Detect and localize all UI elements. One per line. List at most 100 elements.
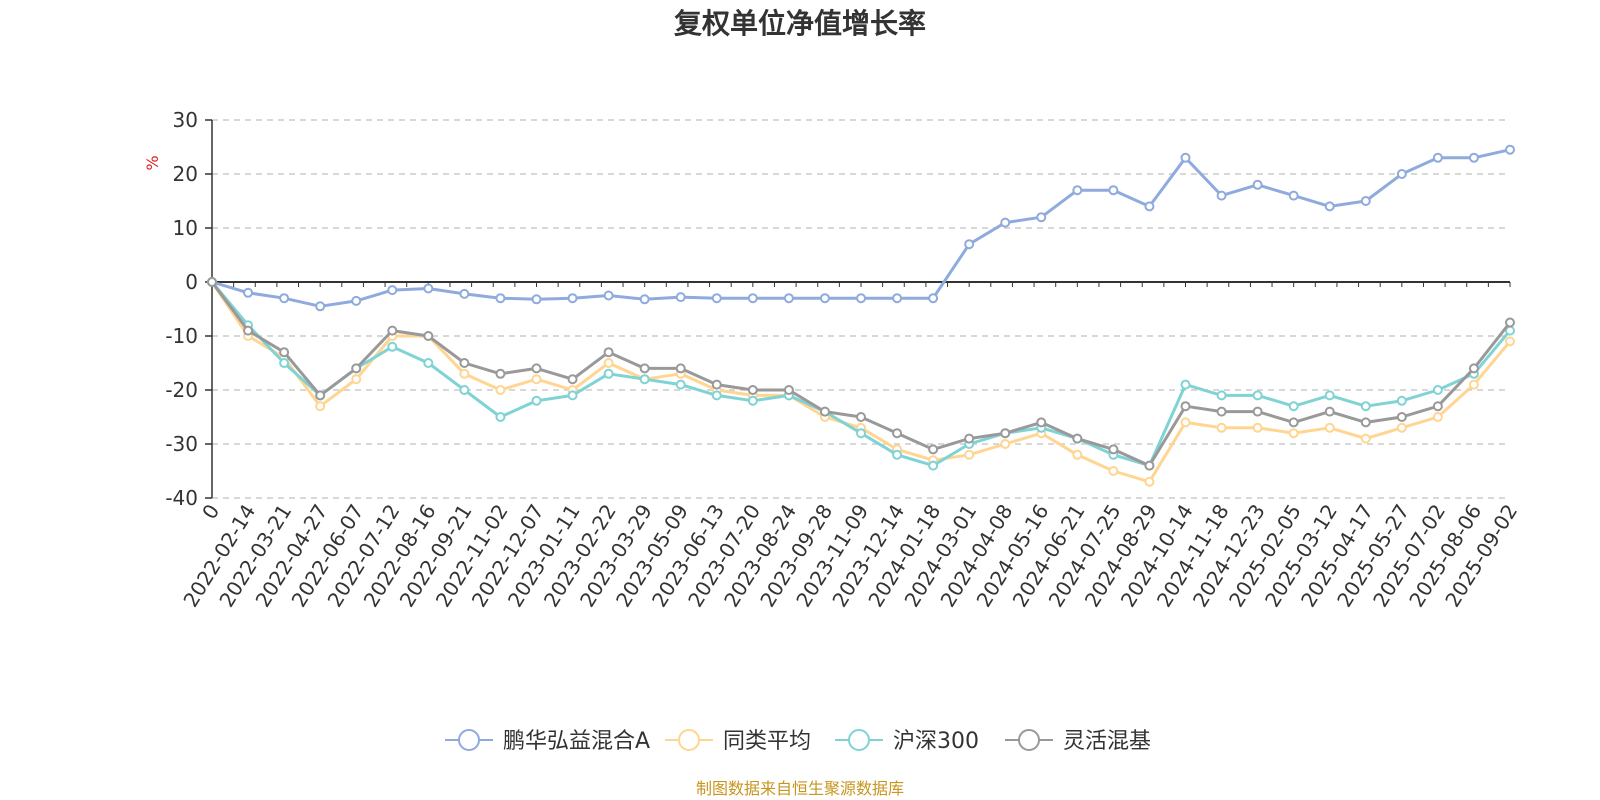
data-point [928,293,939,304]
data-point [892,449,903,460]
data-point [1072,433,1083,444]
legend-marker [848,729,870,751]
data-point [856,293,866,304]
data-point [1505,336,1515,347]
data-point [459,368,470,379]
data-point [747,385,758,395]
data-point [1252,390,1263,401]
data-point [495,412,506,422]
data-point [1288,190,1299,201]
data-point [819,406,830,417]
data-point [531,395,542,406]
data-point [892,428,903,439]
y-tick-label: 20 [173,162,198,186]
data-point [279,347,290,358]
y-tick-label: 0 [185,270,198,294]
series-line [210,281,1512,484]
data-point [387,285,398,296]
data-point [1360,401,1371,412]
data-point [1144,476,1155,487]
data-point [819,293,830,304]
data-point [1396,422,1407,433]
data-point [639,363,650,374]
data-point [1468,363,1479,374]
data-point [1360,433,1371,444]
data-point [1216,406,1227,417]
data-point [1288,417,1299,428]
data-point [531,363,542,374]
data-point [928,444,939,455]
series-lines [207,144,1515,487]
grid-lines [212,119,1510,499]
legend-label: 灵活混基 [1063,729,1151,754]
data-point [1288,401,1299,412]
data-point [1468,379,1479,390]
data-point [459,358,470,368]
data-point [423,331,434,341]
data-point [567,390,578,401]
y-tick-label: 10 [173,216,198,240]
data-point [1180,401,1191,412]
data-point [279,293,290,304]
data-point [387,341,398,352]
x-axis: 02022-02-142022-03-212022-04-272022-06-0… [178,281,1522,611]
data-point [1324,422,1335,433]
data-point [1252,179,1263,190]
data-point [1072,449,1083,460]
data-point [711,390,722,401]
data-point [1180,379,1191,390]
data-point [1505,317,1515,328]
legend-marker [1018,729,1040,751]
data-point [783,293,794,304]
data-point [675,379,686,390]
data-point [315,401,326,412]
data-point [1036,212,1047,223]
data-point [459,288,470,299]
data-point [351,363,362,374]
data-point [1396,412,1407,422]
data-point [1360,196,1371,206]
data-point [1180,152,1191,163]
data-point [243,287,254,298]
data-point [675,363,686,374]
data-point [1144,460,1155,471]
data-point [1324,390,1335,401]
data-point [1432,401,1443,412]
data-point [243,325,254,336]
data-point [856,412,866,422]
chart-title: 复权单位净值增长率 [674,7,926,40]
data-point [351,295,362,306]
data-point [207,277,217,287]
legend-marker [678,729,700,751]
data-point [1324,201,1335,212]
data-point [1000,439,1011,449]
data-point [711,293,722,304]
legend[interactable]: 鹏华弘益混合A 同类平均 沪深300 灵活混基 [445,729,1151,754]
data-point [747,395,758,406]
data-point [711,379,722,390]
y-axis-unit: % [143,155,162,170]
data-point [1432,412,1443,422]
data-point [1396,169,1407,179]
data-point [1072,185,1083,196]
data-point [495,293,506,304]
legend-label: 同类平均 [723,729,811,754]
x-tick-label: 0 [197,500,224,524]
data-point [279,358,290,368]
data-source: 制图数据来自恒生聚源数据库 [696,779,904,798]
data-point [964,433,975,444]
data-point [1252,422,1263,433]
data-point [531,294,542,305]
data-point [1036,417,1047,428]
data-point [892,293,903,304]
data-point [1216,190,1227,201]
data-point [1216,390,1227,401]
data-point [423,283,434,294]
y-tick-label: -40 [165,486,198,510]
data-point [567,293,578,304]
y-tick-label: -30 [165,432,198,456]
data-point [1216,422,1227,433]
data-point [603,368,614,379]
data-point [1432,152,1443,163]
data-point [603,347,614,358]
